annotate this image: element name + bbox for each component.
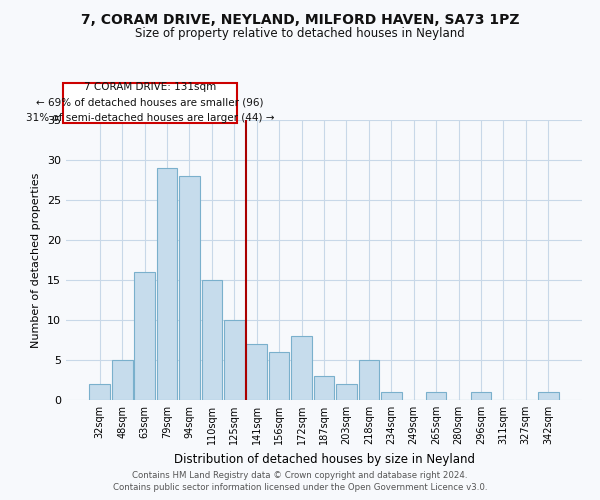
Bar [538, 392, 559, 400]
Bar [89, 384, 110, 400]
Text: Contains public sector information licensed under the Open Government Licence v3: Contains public sector information licen… [113, 484, 487, 492]
X-axis label: Distribution of detached houses by size in Neyland: Distribution of detached houses by size … [173, 452, 475, 466]
Bar [291, 336, 312, 400]
Bar [112, 360, 133, 400]
Bar [269, 352, 289, 400]
Y-axis label: Number of detached properties: Number of detached properties [31, 172, 41, 348]
Bar [470, 392, 491, 400]
Bar [359, 360, 379, 400]
Bar [426, 392, 446, 400]
Bar [336, 384, 357, 400]
Bar [381, 392, 401, 400]
Bar [202, 280, 222, 400]
Bar [179, 176, 200, 400]
Bar [314, 376, 334, 400]
Text: 7 CORAM DRIVE: 131sqm
← 69% of detached houses are smaller (96)
31% of semi-deta: 7 CORAM DRIVE: 131sqm ← 69% of detached … [26, 82, 274, 123]
Text: Contains HM Land Registry data © Crown copyright and database right 2024.: Contains HM Land Registry data © Crown c… [132, 471, 468, 480]
Text: Size of property relative to detached houses in Neyland: Size of property relative to detached ho… [135, 28, 465, 40]
Text: 7, CORAM DRIVE, NEYLAND, MILFORD HAVEN, SA73 1PZ: 7, CORAM DRIVE, NEYLAND, MILFORD HAVEN, … [81, 12, 519, 26]
Bar [247, 344, 267, 400]
Bar [224, 320, 245, 400]
Bar [134, 272, 155, 400]
Bar [157, 168, 178, 400]
